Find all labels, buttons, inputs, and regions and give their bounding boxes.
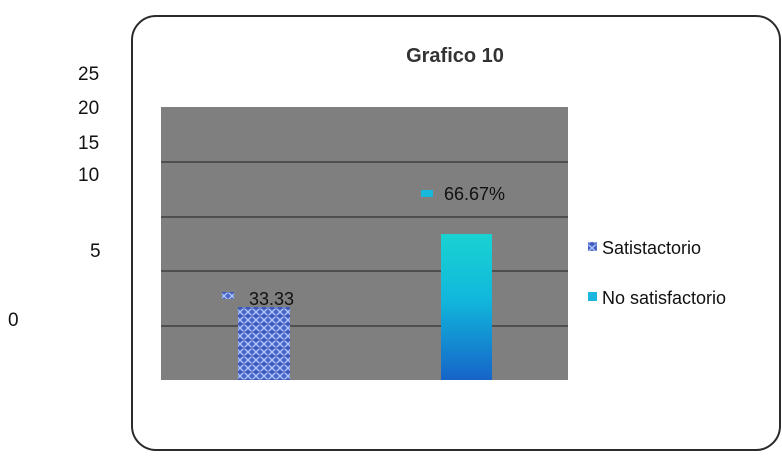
data-label-marker-satistactorio	[222, 292, 234, 299]
bar-no-satisfactorio	[441, 233, 492, 380]
chart-title: Grafico 10	[406, 45, 504, 67]
y-tick-label: 15	[78, 133, 99, 154]
plot-area	[161, 107, 568, 380]
data-label-marker-no-satisfactorio	[421, 190, 433, 197]
y-tick-label: 0	[8, 310, 19, 331]
legend-marker-no-satisfactorio	[588, 292, 597, 301]
y-tick-label: 25	[78, 64, 99, 85]
y-tick-label: 5	[90, 241, 101, 262]
legend-marker-satistactorio	[588, 242, 597, 251]
legend-label-no-satisfactorio: No satisfactorio	[602, 288, 726, 308]
bar-satistactorio	[238, 307, 290, 380]
y-tick-label: 20	[78, 98, 99, 119]
data-label-satistactorio: 33.33	[249, 289, 294, 309]
data-label-no-satisfactorio: 66.67%	[444, 184, 505, 204]
legend-label-satistactorio: Satistactorio	[602, 238, 701, 258]
y-tick-label: 10	[78, 165, 99, 186]
